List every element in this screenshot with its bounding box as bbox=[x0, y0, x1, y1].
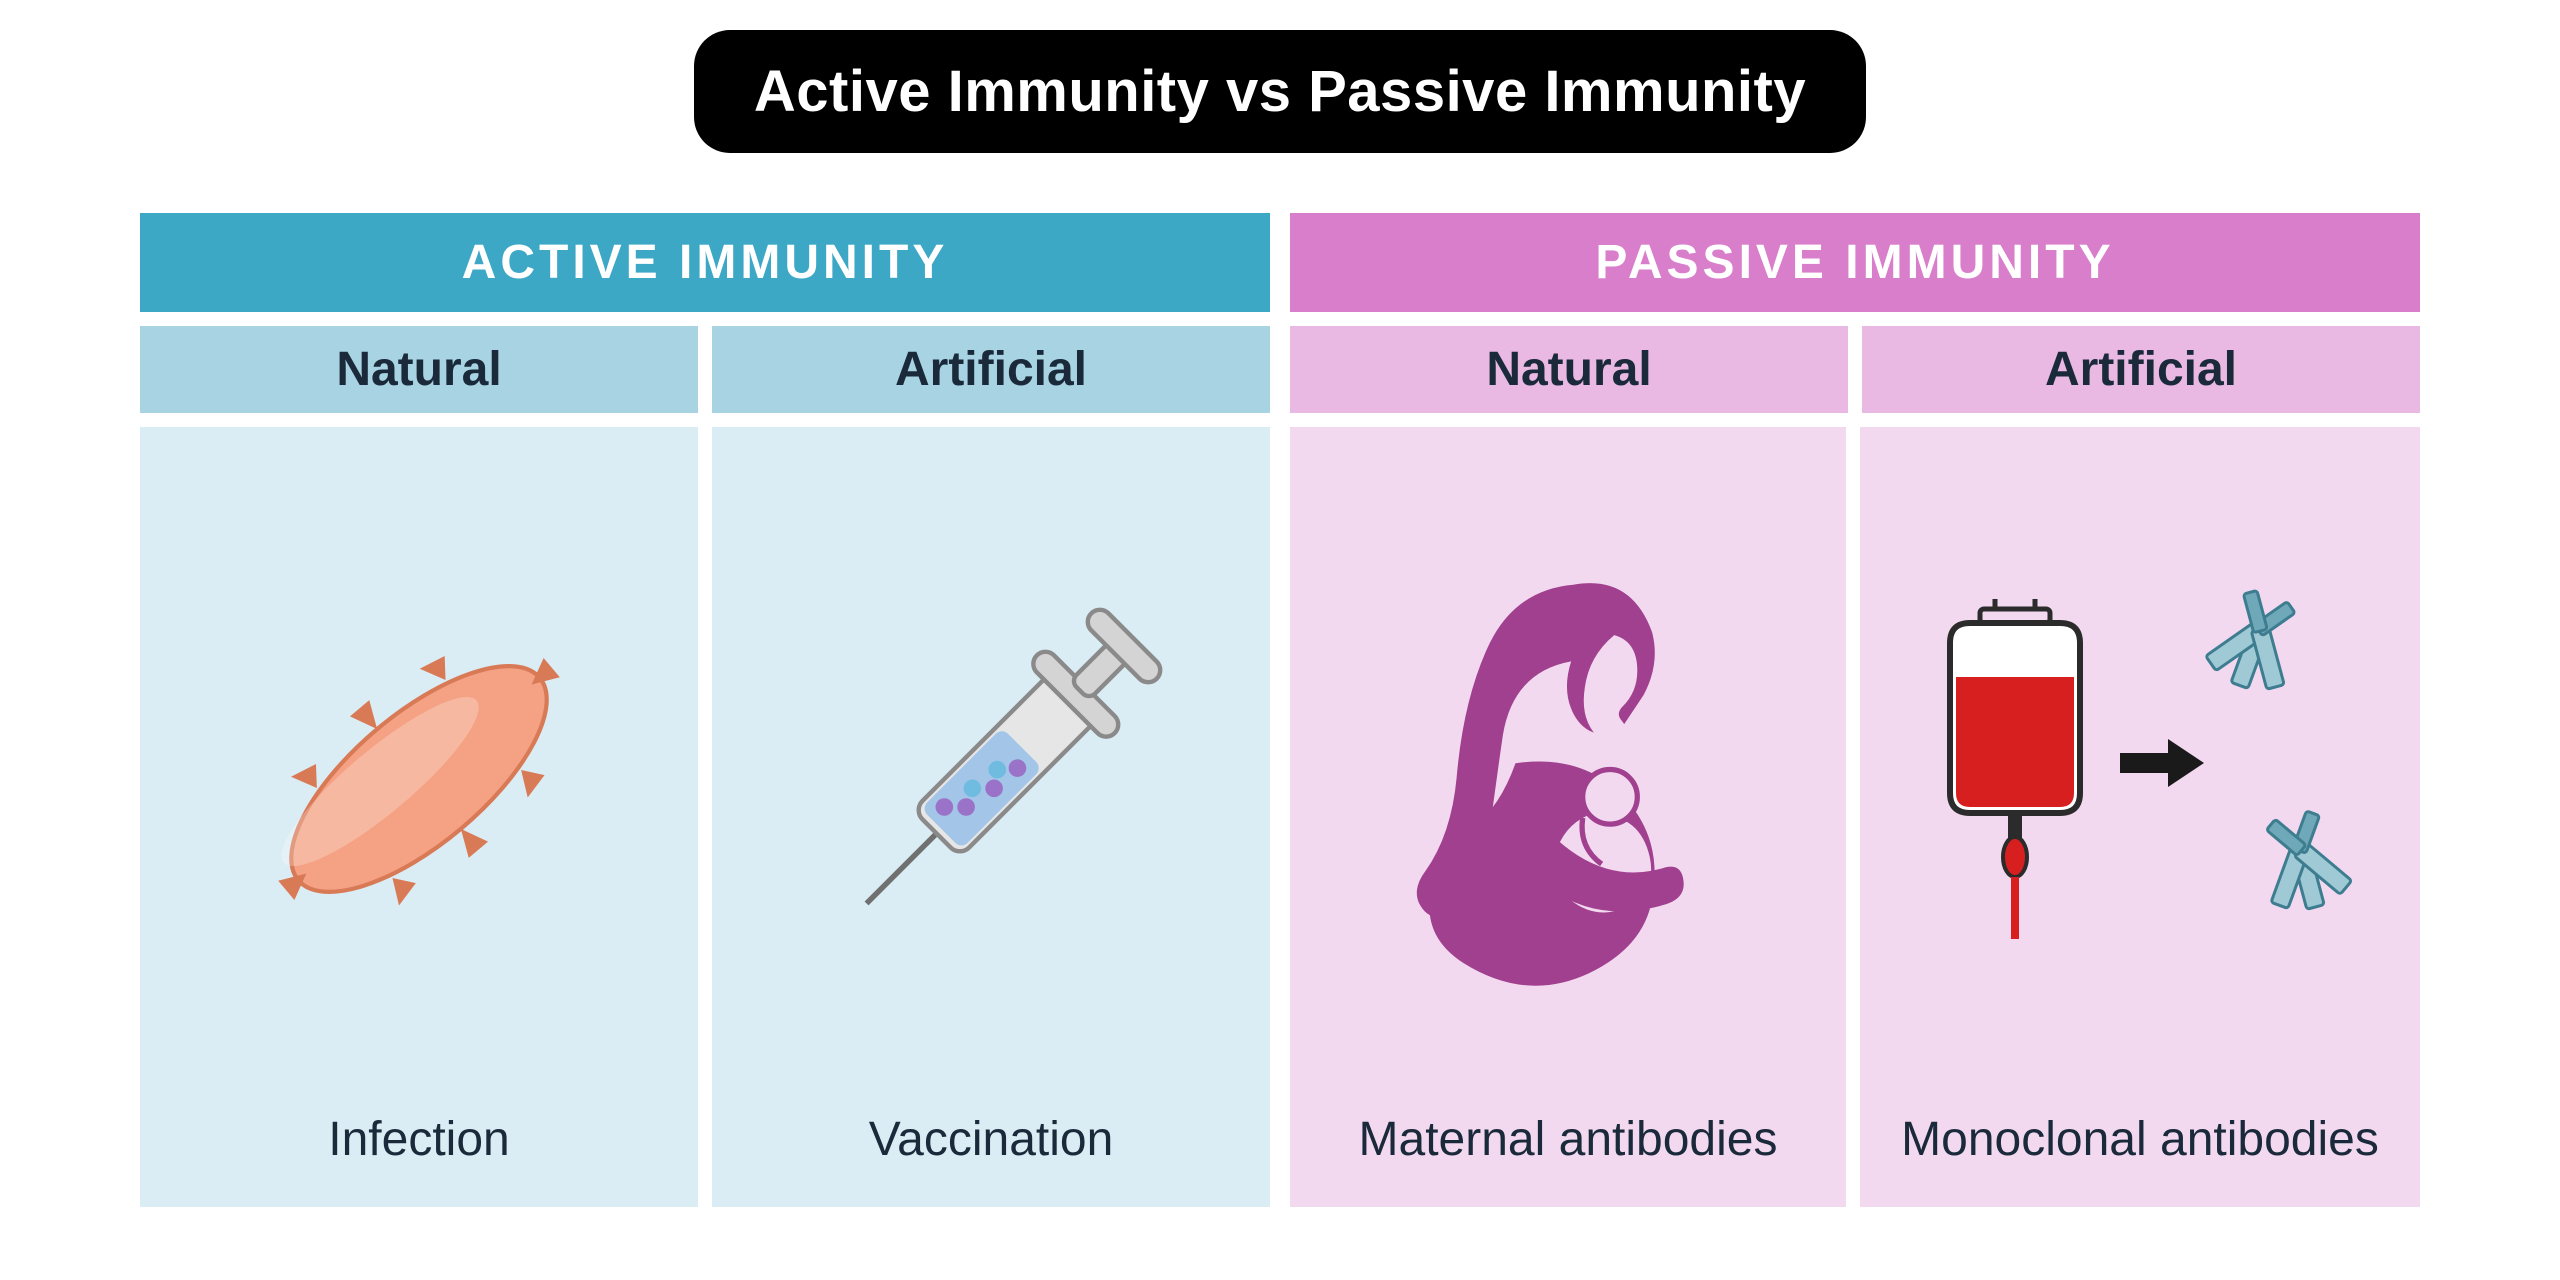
passive-subheaders: Natural Artificial bbox=[1290, 326, 2420, 413]
cell-infection: Infection bbox=[140, 427, 698, 1207]
page-title: Active Immunity vs Passive Immunity bbox=[694, 30, 1866, 153]
immunity-chart: ACTIVE IMMUNITY Natural Artificial bbox=[140, 213, 2420, 1207]
active-artificial-subheader: Artificial bbox=[712, 326, 1270, 413]
cell-monoclonal: Monoclonal antibodies bbox=[1860, 427, 2420, 1207]
passive-header: PASSIVE IMMUNITY bbox=[1290, 213, 2420, 312]
bacteria-icon bbox=[160, 457, 678, 1102]
passive-cells: Maternal antibodies bbox=[1290, 427, 2420, 1207]
bloodbag-antibody-icon bbox=[1880, 457, 2400, 1102]
active-cells: Infection bbox=[140, 427, 1270, 1207]
cell-vaccination: Vaccination bbox=[712, 427, 1270, 1207]
caption-monoclonal: Monoclonal antibodies bbox=[1901, 1102, 2379, 1167]
active-header: ACTIVE IMMUNITY bbox=[140, 213, 1270, 312]
syringe-icon bbox=[732, 457, 1250, 1102]
passive-immunity-column: PASSIVE IMMUNITY Natural Artificial bbox=[1290, 213, 2420, 1207]
passive-artificial-subheader: Artificial bbox=[1862, 326, 2420, 413]
mother-baby-icon bbox=[1310, 457, 1826, 1102]
caption-vaccination: Vaccination bbox=[869, 1102, 1114, 1167]
active-natural-subheader: Natural bbox=[140, 326, 698, 413]
cell-maternal: Maternal antibodies bbox=[1290, 427, 1846, 1207]
caption-maternal: Maternal antibodies bbox=[1359, 1102, 1778, 1167]
active-immunity-column: ACTIVE IMMUNITY Natural Artificial bbox=[140, 213, 1270, 1207]
caption-infection: Infection bbox=[328, 1102, 509, 1167]
active-subheaders: Natural Artificial bbox=[140, 326, 1270, 413]
passive-natural-subheader: Natural bbox=[1290, 326, 1848, 413]
